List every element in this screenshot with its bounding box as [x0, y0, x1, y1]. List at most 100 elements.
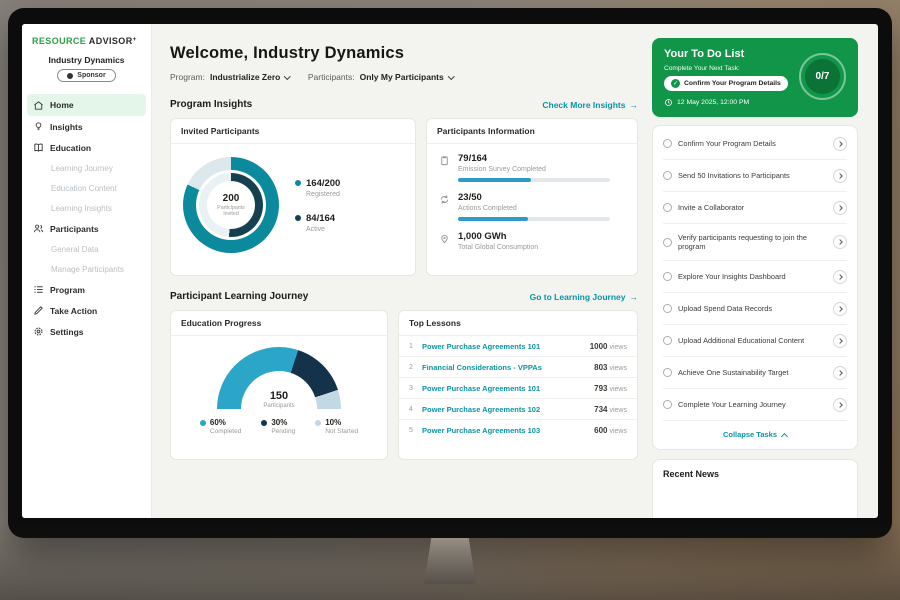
task-open-button[interactable]: [833, 333, 847, 348]
education-gauge-chart: 150 Participants: [217, 347, 341, 409]
task-open-button[interactable]: [833, 397, 847, 412]
sidebar-item-program[interactable]: Program: [22, 279, 151, 300]
task-checkbox[interactable]: [663, 304, 672, 314]
program-select-value: Industrialize Zero: [209, 72, 281, 82]
clipboard-icon: [441, 156, 448, 166]
task-open-button[interactable]: [833, 235, 847, 250]
task-verify-participants[interactable]: Verify participants requesting to join t…: [663, 224, 847, 262]
recent-news-title: Recent News: [663, 469, 720, 480]
lesson-row[interactable]: 5 Power Purchase Agreements 103 600 views: [399, 420, 637, 440]
todo-panel: Your To Do List Complete Your Next Task:…: [652, 24, 868, 518]
refresh-icon: [440, 195, 449, 204]
lesson-views-label: views: [609, 385, 627, 393]
lesson-link[interactable]: Power Purchase Agreements 103: [422, 425, 541, 435]
donut-center-value: 200: [222, 192, 240, 204]
gauge-center-value: 150: [269, 390, 289, 402]
sidebar-item-education[interactable]: Education: [22, 137, 151, 158]
sponsor-badge[interactable]: Sponsor: [57, 69, 116, 82]
participants-select[interactable]: Only My Participants: [359, 72, 455, 82]
task-checkbox[interactable]: [663, 400, 672, 410]
sidebar-item-manage-participants[interactable]: Manage Participants: [22, 259, 151, 279]
task-achieve-sustainability-target[interactable]: Achieve One Sustainability Target: [663, 357, 847, 390]
task-upload-spend-data[interactable]: Upload Spend Data Records: [663, 293, 847, 326]
main-content: Welcome, Industry Dynamics Program: Indu…: [152, 24, 652, 518]
chevron-right-icon: [836, 204, 843, 211]
sidebar-nav: Home Insights Education Learning Journey…: [22, 94, 151, 342]
sidebar-item-general-data[interactable]: General Data: [22, 239, 151, 259]
task-checkbox[interactable]: [663, 237, 672, 247]
next-task-pill[interactable]: ✓ Confirm Your Program Details: [664, 76, 788, 91]
arrow-right-icon: →: [629, 291, 639, 302]
sidebar-item-home[interactable]: Home: [27, 94, 146, 116]
task-open-button[interactable]: [833, 200, 847, 215]
task-upload-educational-content[interactable]: Upload Additional Educational Content: [663, 325, 847, 358]
lesson-link[interactable]: Power Purchase Agreements 101: [422, 341, 541, 351]
lesson-row[interactable]: 4 Power Purchase Agreements 102 734 views: [399, 399, 637, 420]
lesson-rank: 1: [409, 342, 413, 350]
lesson-link[interactable]: Power Purchase Agreements 102: [422, 404, 541, 414]
program-insights-title: Program Insights: [170, 99, 253, 110]
task-open-button[interactable]: [833, 301, 847, 316]
lesson-row[interactable]: 3 Power Purchase Agreements 101 793 views: [399, 378, 637, 399]
card-title: Top Lessons: [399, 311, 637, 336]
go-to-learning-journey-link[interactable]: Go to Learning Journey →: [530, 292, 638, 302]
todo-progress-value: 0/7: [815, 71, 830, 82]
task-open-button[interactable]: [833, 269, 847, 284]
task-checkbox[interactable]: [663, 139, 672, 148]
sidebar-item-take-action[interactable]: Take Action: [22, 300, 151, 321]
logo-plus: +: [132, 36, 137, 43]
participants-select-value: Only My Participants: [359, 72, 444, 82]
todo-subtitle: Complete Your Next Task:: [664, 65, 740, 72]
task-checkbox[interactable]: [663, 368, 672, 378]
sidebar-item-insights[interactable]: Insights: [22, 116, 151, 137]
card-title: Participants Information: [427, 119, 637, 144]
legend-label: Active: [306, 225, 326, 233]
legend-value: 164/200: [306, 177, 341, 189]
task-open-button[interactable]: [833, 365, 847, 380]
lesson-link[interactable]: Power Purchase Agreements 101: [422, 383, 541, 393]
task-explore-insights[interactable]: Explore Your Insights Dashboard: [663, 261, 847, 294]
lesson-views-label: views: [609, 406, 627, 414]
lesson-row[interactable]: 1 Power Purchase Agreements 101 1000 view…: [399, 336, 637, 357]
sidebar-item-label: General Data: [51, 244, 99, 254]
legend-value: 84/164: [306, 212, 336, 224]
task-checkbox[interactable]: [663, 203, 672, 212]
task-invite-collaborator[interactable]: Invite a Collaborator: [663, 192, 847, 224]
sidebar-item-education-content[interactable]: Education Content: [22, 178, 151, 198]
tasks-list: Confirm Your Program Details Send 50 Inv…: [652, 125, 858, 451]
task-open-button[interactable]: [833, 168, 847, 183]
lesson-link[interactable]: Financial Considerations - VPPAs: [422, 362, 542, 372]
program-select[interactable]: Industrialize Zero: [209, 72, 291, 82]
participants-filter-label: Participants:: [307, 72, 355, 82]
lesson-row[interactable]: 2 Financial Considerations - VPPAs 803 vi…: [399, 357, 637, 378]
logo-primary: RESOURCE: [32, 36, 87, 46]
todo-summary-card[interactable]: Your To Do List Complete Your Next Task:…: [652, 38, 858, 117]
sidebar-item-learning-insights[interactable]: Learning Insights: [22, 198, 151, 218]
sidebar-item-label: Manage Participants: [51, 264, 124, 274]
sidebar-item-settings[interactable]: Settings: [22, 321, 151, 342]
task-checkbox[interactable]: [663, 272, 672, 282]
sidebar-item-participants[interactable]: Participants: [22, 218, 151, 239]
stat-actions-completed: 23/50 Actions Completed: [439, 192, 625, 221]
legend-item-pending: 30% Pending: [261, 418, 295, 435]
link-label: Go to Learning Journey: [529, 291, 626, 302]
task-send-invitations[interactable]: Send 50 Invitations to Participants: [663, 160, 847, 192]
task-confirm-program-details[interactable]: Confirm Your Program Details: [663, 128, 847, 160]
check-circle-icon: ✓: [671, 79, 680, 88]
sidebar-item-label: Education Content: [51, 183, 117, 193]
lesson-views-label: views: [609, 427, 627, 435]
collapse-tasks-button[interactable]: Collapse Tasks: [663, 421, 847, 447]
task-complete-learning-journey[interactable]: Complete Your Learning Journey: [663, 389, 847, 422]
clock-icon: [665, 99, 672, 106]
card-title: Education Progress: [171, 311, 387, 336]
sidebar-item-label: Settings: [50, 326, 84, 337]
sidebar-item-learning-journey[interactable]: Learning Journey: [22, 158, 151, 178]
chevron-right-icon: [836, 305, 843, 312]
task-open-button[interactable]: [833, 136, 847, 151]
check-more-insights-link[interactable]: Check More Insights →: [542, 100, 638, 110]
collapse-tasks-label: Collapse Tasks: [722, 430, 778, 440]
task-checkbox[interactable]: [663, 336, 672, 346]
gauge-center-label: Participants: [263, 403, 295, 409]
task-label: Explore Your Insights Dashboard: [678, 271, 786, 281]
task-checkbox[interactable]: [663, 171, 672, 180]
